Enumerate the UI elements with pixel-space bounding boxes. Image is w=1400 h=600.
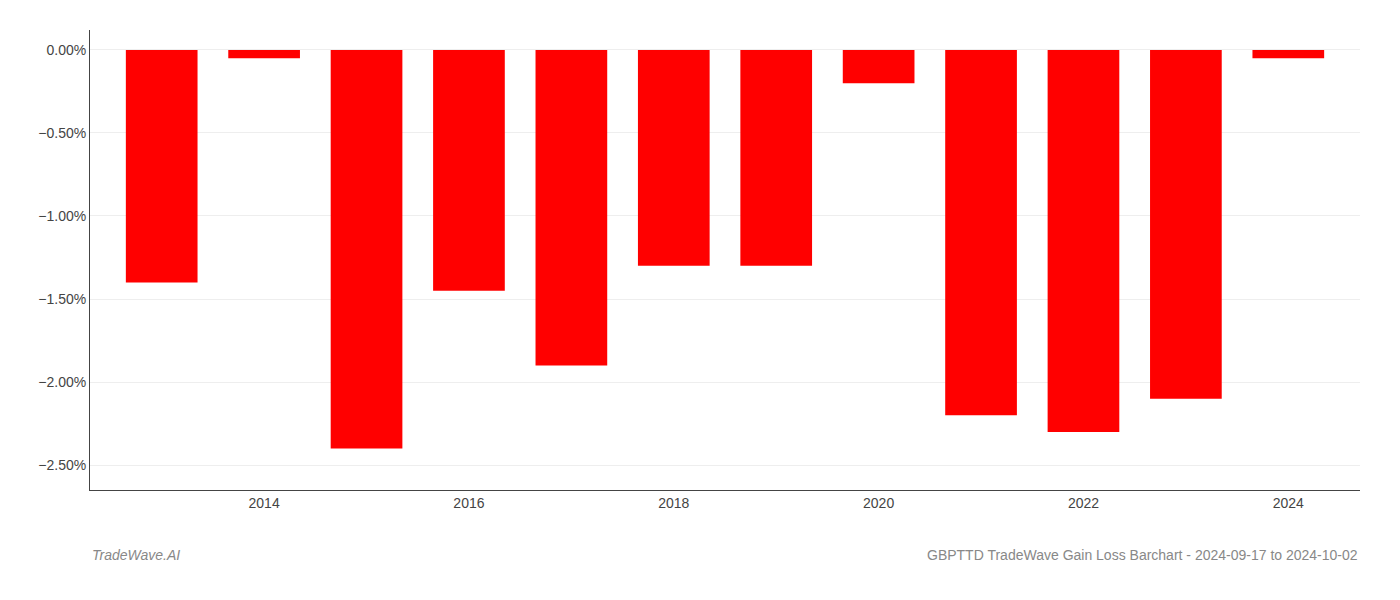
svg-text:TradeWave.AI: TradeWave.AI <box>92 547 180 563</box>
svg-text:−2.50%: −2.50% <box>38 457 86 473</box>
svg-text:2024: 2024 <box>1273 495 1304 511</box>
svg-text:−2.00%: −2.00% <box>38 374 86 390</box>
svg-text:−1.00%: −1.00% <box>38 208 86 224</box>
svg-text:2016: 2016 <box>453 495 484 511</box>
svg-text:2020: 2020 <box>863 495 894 511</box>
svg-text:−0.50%: −0.50% <box>38 125 86 141</box>
svg-text:2014: 2014 <box>249 495 280 511</box>
svg-text:GBPTTD TradeWave Gain Loss Bar: GBPTTD TradeWave Gain Loss Barchart - 20… <box>927 547 1358 563</box>
svg-text:2022: 2022 <box>1068 495 1099 511</box>
svg-text:0.00%: 0.00% <box>46 42 86 58</box>
svg-text:−1.50%: −1.50% <box>38 291 86 307</box>
svg-text:2018: 2018 <box>658 495 689 511</box>
